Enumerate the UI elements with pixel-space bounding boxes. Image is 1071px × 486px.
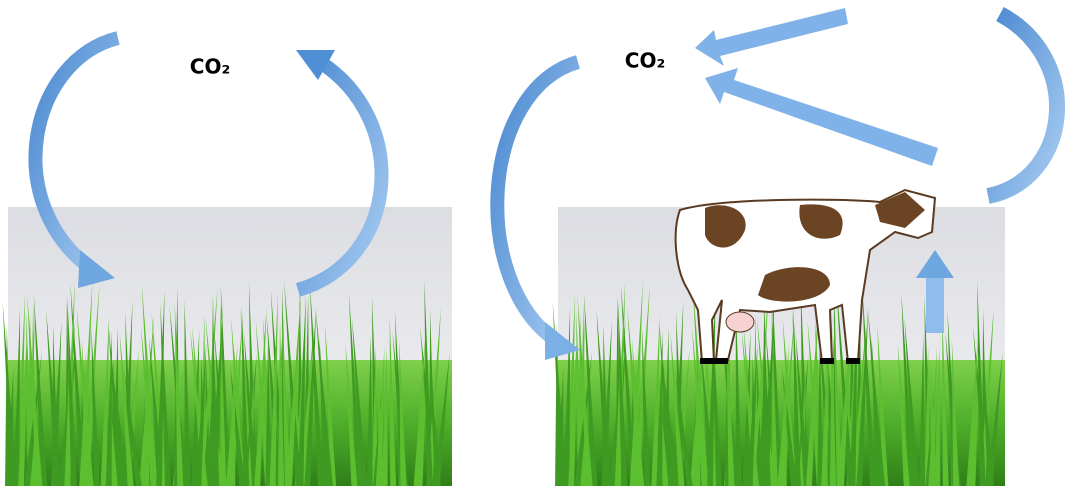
co2-label: CO₂ — [190, 55, 230, 79]
hoof — [700, 358, 714, 364]
co2-label: CO₂ — [625, 49, 665, 73]
hoof — [714, 358, 728, 364]
left-panel: CO₂ — [3, 38, 452, 486]
arrow — [988, 14, 1057, 196]
arrow — [695, 8, 848, 66]
cow-udder — [726, 312, 754, 332]
arrow — [926, 275, 944, 333]
hoof — [846, 358, 860, 364]
arrow — [705, 68, 938, 166]
right-panel: CO₂ — [497, 8, 1057, 486]
diagram: CO₂ CO₂ — [0, 0, 1071, 486]
hoof — [820, 358, 834, 364]
